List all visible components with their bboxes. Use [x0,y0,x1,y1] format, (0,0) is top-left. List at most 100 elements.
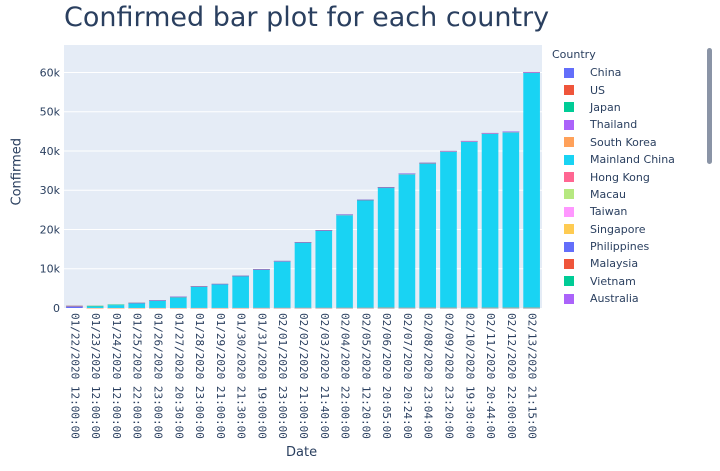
bar-segment[interactable] [377,187,395,308]
bar-segment[interactable] [481,307,499,309]
bar-segment[interactable] [523,71,540,73]
bar-segment[interactable] [169,296,187,298]
legend-item[interactable]: Philippines [545,238,695,255]
legend-swatch [564,276,574,287]
bar-segment[interactable] [149,307,166,309]
legend-swatch [564,293,574,304]
bar-segment[interactable] [149,300,166,308]
x-tick-label: 02/10/2020 19:30:00 [463,313,476,439]
bar-segment[interactable] [398,173,416,174]
bar-segment[interactable] [253,269,270,270]
legend-item[interactable]: Malaysia [545,255,695,272]
bar-segment[interactable] [502,132,520,308]
legend-item[interactable]: Taiwan [545,203,695,220]
legend-item[interactable]: Macau [545,186,695,203]
bar-segment[interactable] [253,307,270,309]
bar-segment[interactable] [273,307,291,309]
legend-label: Vietnam [590,274,636,288]
bar-segment[interactable] [107,304,125,308]
y-axis-label: Confirmed [9,138,25,206]
y-tick-label: 0 [53,302,60,315]
bar-segment[interactable] [211,283,229,285]
legend-item[interactable]: South Korea [545,134,695,151]
bar-segment[interactable] [419,163,437,308]
bar-segment[interactable] [377,307,395,309]
x-tick-label: 02/08/2020 23:04:00 [422,313,435,439]
bar-segment[interactable] [336,214,353,308]
bar-segment[interactable] [190,286,208,308]
bar-segment[interactable] [440,150,457,152]
bar-segment[interactable] [440,307,457,309]
legend-label: Taiwan [590,205,628,219]
bar-segment[interactable] [294,242,312,243]
bar-segment[interactable] [273,260,291,262]
bar-segment[interactable] [357,200,374,308]
y-tick-label: 50k [40,106,61,119]
bar-segment[interactable] [523,72,540,308]
bar-segment[interactable] [128,302,146,304]
legend-label: Philippines [590,240,650,254]
bar-segment[interactable] [253,269,270,308]
legend-item[interactable]: Vietnam [545,273,695,290]
bar-segment[interactable] [107,307,125,309]
bar-segment[interactable] [190,307,208,309]
bar-segment[interactable] [398,307,416,309]
legend-label: Macau [590,187,626,201]
bar-segment[interactable] [502,307,520,309]
bar-segment[interactable] [294,307,312,309]
legend-scrollbar[interactable] [707,48,712,164]
bar-segment[interactable] [377,187,395,188]
x-tick-label: 01/22/2020 12:00:00 [68,313,81,439]
legend-swatch [564,258,574,269]
legend-item[interactable]: Hong Kong [545,168,695,185]
bar-segment[interactable] [128,307,146,309]
legend-item[interactable]: Australia [545,290,695,307]
legend-item[interactable]: China [545,64,695,81]
legend-title: Country [552,48,596,61]
bar-segment[interactable] [481,132,499,134]
bar-segment[interactable] [190,286,208,287]
bar-segment[interactable] [523,307,540,309]
bar-segment[interactable] [315,230,333,308]
bar-segment[interactable] [481,133,499,308]
bar-segment[interactable] [294,242,312,308]
legend-item[interactable]: Mainland China [545,151,695,168]
bar-segment[interactable] [398,173,416,308]
bar-segment[interactable] [357,199,374,201]
bar-segment[interactable] [232,307,249,309]
legend-item[interactable]: US [545,81,695,98]
bar-segment[interactable] [440,151,457,308]
bar-segment[interactable] [66,305,83,308]
legend-label: US [590,83,606,97]
bar-segment[interactable] [128,302,146,308]
bar-segment[interactable] [336,214,353,215]
bar-segment[interactable] [86,305,104,307]
bar-segment[interactable] [66,305,83,307]
bar-segment[interactable] [502,131,520,132]
bar-segment[interactable] [86,307,104,309]
bar-segment[interactable] [419,162,437,164]
legend-item[interactable]: Thailand [545,116,695,133]
bar-segment[interactable] [315,230,333,231]
bar-segment[interactable] [315,307,333,309]
bar-segment[interactable] [419,307,437,309]
bar-segment[interactable] [232,275,249,308]
bar-segment[interactable] [169,307,187,309]
bar-segment[interactable] [86,305,104,308]
bar-segment[interactable] [169,296,187,308]
bar-segment[interactable] [107,304,125,306]
bar-segment[interactable] [273,261,291,308]
bar-segment[interactable] [460,307,478,309]
bar-segment[interactable] [460,141,478,308]
bar-segment[interactable] [149,300,166,301]
bar-segment[interactable] [211,284,229,308]
bar-segment[interactable] [232,275,249,277]
bar-segment[interactable] [211,307,229,309]
legend-item[interactable]: Japan [545,99,695,116]
bar-segment[interactable] [357,307,374,309]
legend-item[interactable]: Singapore [545,221,695,238]
bar-segment[interactable] [460,140,478,142]
bar-segment[interactable] [336,307,353,309]
legend-label: Mainland China [590,153,675,167]
